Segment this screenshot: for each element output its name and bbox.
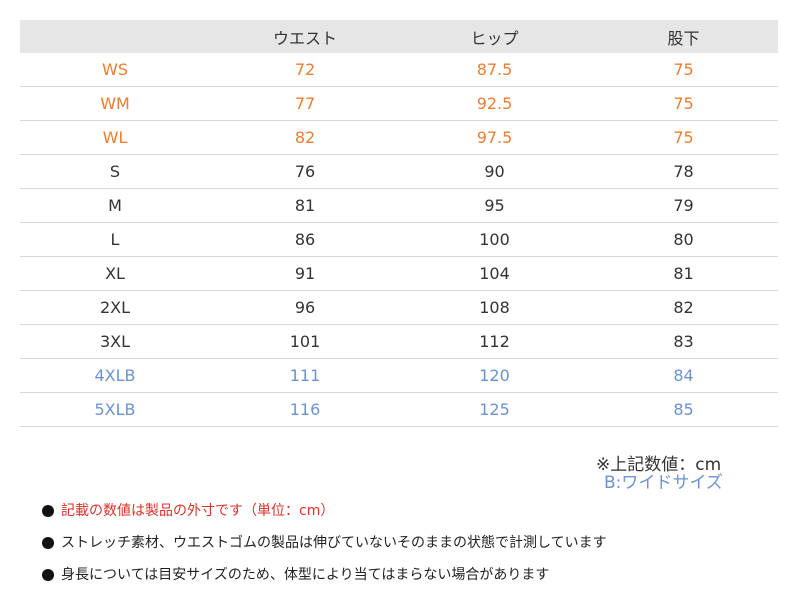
hip-cell: 90 — [400, 154, 589, 189]
table-row: 5XLB 116 125 85 — [20, 392, 778, 427]
size-cell: WL — [20, 120, 210, 155]
inseam-cell: 85 — [589, 392, 778, 427]
hip-cell: 92.5 — [400, 86, 589, 121]
size-cell: 2XL — [20, 290, 210, 325]
note-text: ストレッチ素材、ウエストゴムの製品は伸びていないそのままの状態で計測しています — [61, 535, 607, 551]
wide-size-note: B:ワイドサイズ — [604, 473, 723, 493]
inseam-cell: 83 — [589, 324, 778, 359]
header-inseam: 股下 — [589, 20, 778, 53]
table-row: 3XL 101 112 83 — [20, 324, 778, 359]
list-item: 記載の数値は製品の外寸です（単位：cm） — [42, 500, 607, 532]
inseam-cell: 75 — [589, 53, 778, 87]
waist-cell: 96 — [210, 290, 400, 325]
table-header-row: ウエスト ヒップ 股下 — [20, 20, 778, 53]
unit-note: ※上記数値：cm — [596, 455, 722, 475]
hip-cell: 112 — [400, 324, 589, 359]
table-row: 2XL 96 108 82 — [20, 290, 778, 325]
inseam-cell: 75 — [589, 86, 778, 121]
bullet-icon — [42, 505, 54, 517]
size-cell: WS — [20, 53, 210, 87]
header-size — [20, 20, 210, 53]
waist-cell: 116 — [210, 392, 400, 427]
inseam-cell: 75 — [589, 120, 778, 155]
hip-cell: 120 — [400, 358, 589, 393]
notes-list: 記載の数値は製品の外寸です（単位：cm） ストレッチ素材、ウエストゴムの製品は伸… — [42, 500, 607, 596]
waist-cell: 111 — [210, 358, 400, 393]
note-text: 記載の数値は製品の外寸です（単位：cm） — [61, 503, 335, 519]
table-row: WM 77 92.5 75 — [20, 86, 778, 121]
table-row: M 81 95 79 — [20, 188, 778, 223]
waist-cell: 101 — [210, 324, 400, 359]
size-cell: L — [20, 222, 210, 257]
hip-cell: 95 — [400, 188, 589, 223]
inseam-cell: 80 — [589, 222, 778, 257]
header-waist: ウエスト — [210, 20, 400, 53]
inseam-cell: 84 — [589, 358, 778, 393]
inseam-cell: 78 — [589, 154, 778, 189]
hip-cell: 100 — [400, 222, 589, 257]
waist-cell: 77 — [210, 86, 400, 121]
inseam-cell: 82 — [589, 290, 778, 325]
size-chart-table: ウエスト ヒップ 股下 WS 72 87.5 75 WM 77 92.5 75 … — [20, 20, 778, 427]
table-row: WL 82 97.5 75 — [20, 120, 778, 155]
header-hip: ヒップ — [400, 20, 589, 53]
table-row: WS 72 87.5 75 — [20, 53, 778, 87]
bullet-icon — [42, 569, 54, 581]
hip-cell: 125 — [400, 392, 589, 427]
waist-cell: 82 — [210, 120, 400, 155]
list-item: ストレッチ素材、ウエストゴムの製品は伸びていないそのままの状態で計測しています — [42, 532, 607, 564]
size-cell: WM — [20, 86, 210, 121]
inseam-cell: 81 — [589, 256, 778, 291]
inseam-cell: 79 — [589, 188, 778, 223]
waist-cell: 86 — [210, 222, 400, 257]
table-row: S 76 90 78 — [20, 154, 778, 189]
hip-cell: 97.5 — [400, 120, 589, 155]
list-item: 身長については目安サイズのため、体型により当てはまらない場合があります — [42, 564, 607, 596]
waist-cell: 76 — [210, 154, 400, 189]
size-cell: 5XLB — [20, 392, 210, 427]
hip-cell: 104 — [400, 256, 589, 291]
waist-cell: 72 — [210, 53, 400, 87]
size-cell: M — [20, 188, 210, 223]
waist-cell: 81 — [210, 188, 400, 223]
size-cell: 4XLB — [20, 358, 210, 393]
hip-cell: 87.5 — [400, 53, 589, 87]
bullet-icon — [42, 537, 54, 549]
table-row: 4XLB 111 120 84 — [20, 358, 778, 393]
waist-cell: 91 — [210, 256, 400, 291]
table-row: XL 91 104 81 — [20, 256, 778, 291]
hip-cell: 108 — [400, 290, 589, 325]
note-text: 身長については目安サイズのため、体型により当てはまらない場合があります — [61, 567, 550, 583]
size-cell: 3XL — [20, 324, 210, 359]
size-cell: XL — [20, 256, 210, 291]
size-cell: S — [20, 154, 210, 189]
table-row: L 86 100 80 — [20, 222, 778, 257]
